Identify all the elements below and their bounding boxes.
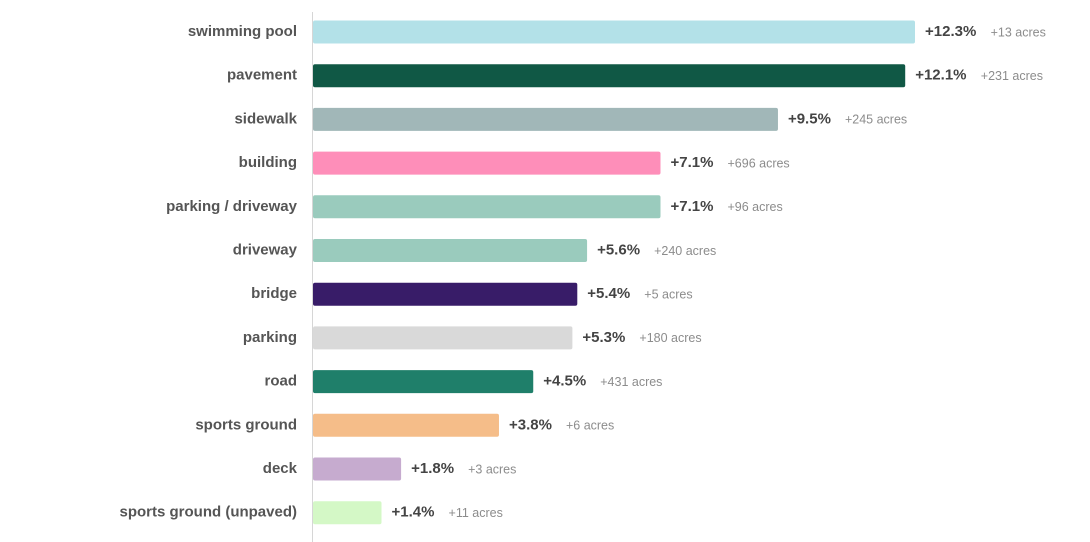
category-label: sports ground (unpaved) <box>120 504 298 521</box>
category-label: parking / driveway <box>166 198 298 215</box>
category-label: pavement <box>227 67 297 84</box>
bar-row: deck +1.8% +3 acres <box>263 457 516 481</box>
value-label: +12.1% <box>915 67 966 84</box>
bar <box>313 457 402 481</box>
bar <box>313 413 499 437</box>
value-label: +7.1% <box>670 198 713 215</box>
bar <box>313 282 578 306</box>
value-label: +5.4% <box>587 285 630 302</box>
acres-label: +240 acres <box>654 244 716 258</box>
value-label: +5.3% <box>582 329 625 346</box>
bar <box>313 239 588 262</box>
acres-label: +13 acres <box>991 25 1046 39</box>
bar <box>313 64 906 88</box>
bar-row: sports ground +3.8% +6 acres <box>195 413 614 437</box>
category-label: bridge <box>251 285 297 302</box>
bar-row: swimming pool +12.3% +13 acres <box>188 20 1046 44</box>
bar <box>313 501 382 525</box>
acres-label: +431 acres <box>600 375 662 389</box>
acres-label: +231 acres <box>981 69 1043 83</box>
bar-row: driveway +5.6% +240 acres <box>233 239 716 262</box>
bar-row: road +4.5% +431 acres <box>264 370 662 394</box>
bar-row: parking +5.3% +180 acres <box>243 326 702 350</box>
bar <box>313 151 661 175</box>
category-label: driveway <box>233 241 298 258</box>
value-label: +9.5% <box>788 110 831 127</box>
category-label: road <box>264 373 297 390</box>
acres-label: +696 acres <box>727 156 789 170</box>
value-label: +4.5% <box>543 373 586 390</box>
category-label: sidewalk <box>234 110 297 127</box>
bar-row: sports ground (unpaved) +1.4% +11 acres <box>120 501 503 525</box>
category-label: building <box>239 154 297 171</box>
value-label: +7.1% <box>670 154 713 171</box>
acres-label: +245 acres <box>845 113 907 127</box>
acres-label: +96 acres <box>727 200 782 214</box>
value-label: +3.8% <box>509 416 552 433</box>
bar <box>313 195 661 219</box>
bar <box>313 20 915 44</box>
value-label: +5.6% <box>597 241 640 258</box>
bar-row: bridge +5.4% +5 acres <box>251 282 693 306</box>
bar-row: building +7.1% +696 acres <box>239 151 790 175</box>
acres-label: +11 acres <box>449 506 503 520</box>
category-label: parking <box>243 329 297 346</box>
bar-rows: swimming pool +12.3% +13 acres pavement +12.… <box>120 20 1046 525</box>
value-label: +12.3% <box>925 23 976 40</box>
bar <box>313 107 778 131</box>
bar <box>313 326 573 350</box>
acres-label: +180 acres <box>639 331 701 345</box>
category-label: deck <box>263 460 298 477</box>
acres-label: +6 acres <box>566 419 614 433</box>
acres-label: +5 acres <box>644 287 692 301</box>
category-label: swimming pool <box>188 23 297 40</box>
bar <box>313 370 534 394</box>
value-label: +1.8% <box>411 460 454 477</box>
acres-label: +3 acres <box>468 462 516 476</box>
category-label: sports ground <box>195 416 297 433</box>
bar-row: pavement +12.1% +231 acres <box>227 64 1043 88</box>
value-label: +1.4% <box>392 504 435 521</box>
bar-row: sidewalk +9.5% +245 acres <box>234 107 907 131</box>
bar-row: parking / driveway +7.1% +96 acres <box>166 195 783 219</box>
